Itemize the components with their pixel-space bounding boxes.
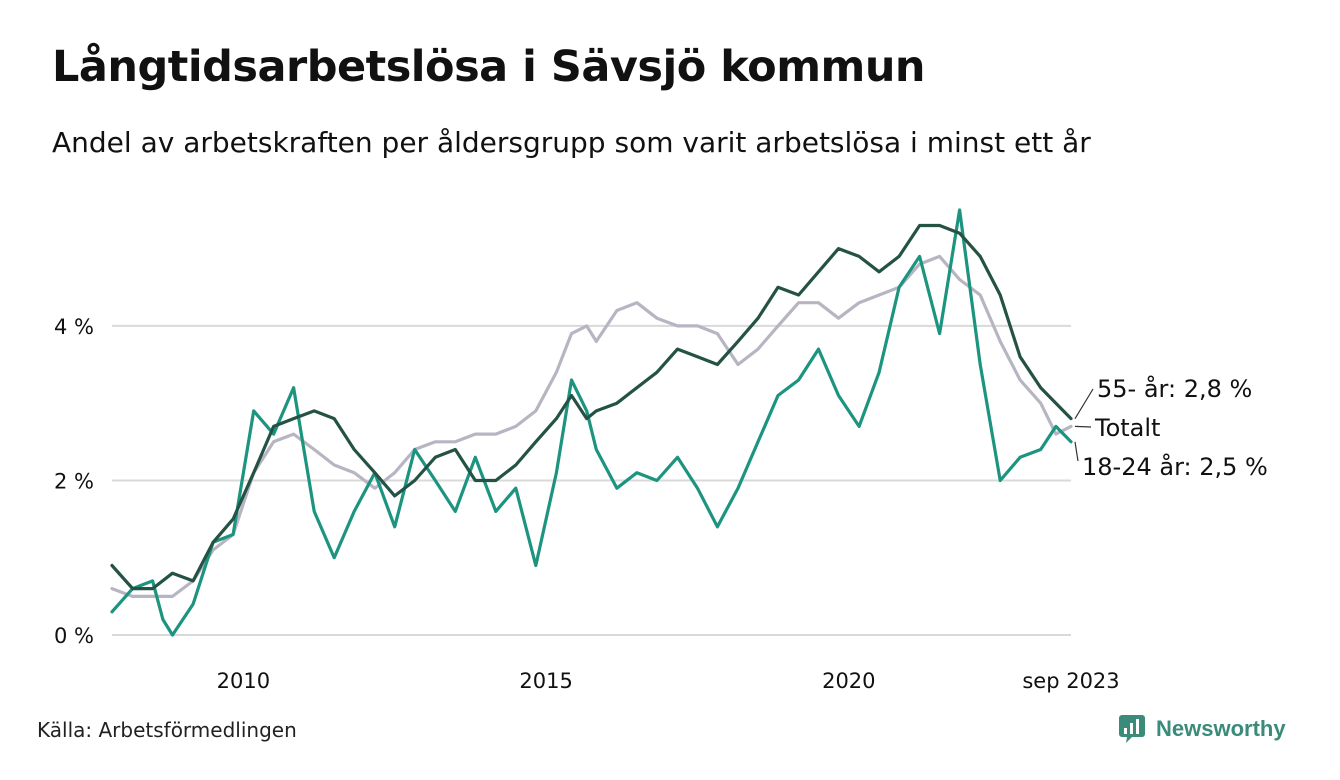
chart-subtitle: Andel av arbetskraften per åldersgrupp s… [52,126,1091,159]
y-tick-label: 0 % [54,624,94,648]
newsworthy-logo[interactable]: Newsworthy [1118,714,1286,744]
end-labels: 55- år: 2,8 % Totalt 18-24 år: 2,5 % [1074,374,1268,481]
y-tick-label: 2 % [54,469,94,493]
series-line-total [110,254,1073,598]
chart-title: Långtidsarbetslösa i Sävsjö kommun [52,42,926,92]
end-label-leader-55 [1074,388,1094,419]
newsworthy-brand-name: Newsworthy [1156,716,1286,741]
gridlines [112,324,1071,636]
x-tick-label: 2020 [822,669,875,693]
x-tick-label: 2015 [519,669,572,693]
end-label-total: Totalt [1094,414,1160,442]
end-label-leader-18_24 [1074,441,1079,462]
x-tick-label: sep 2023 [1022,669,1119,693]
series-line-18_24 [110,208,1073,637]
y-axis-ticks: 0 % 2 % 4 % [54,315,94,648]
y-tick-label: 4 % [54,315,94,339]
x-axis-ticks: 2010 2015 2020 sep 2023 [217,669,1120,693]
newsworthy-logo-icon [1119,715,1145,743]
series-line-55 [110,223,1073,591]
series-lines [110,208,1073,637]
end-label-18_24: 18-24 år: 2,5 % [1082,452,1268,481]
end-label-55: 55- år: 2,8 % [1097,374,1252,403]
end-label-leader-total [1074,425,1092,428]
x-tick-label: 2010 [217,669,270,693]
source-note: Källa: Arbetsförmedlingen [37,718,297,742]
